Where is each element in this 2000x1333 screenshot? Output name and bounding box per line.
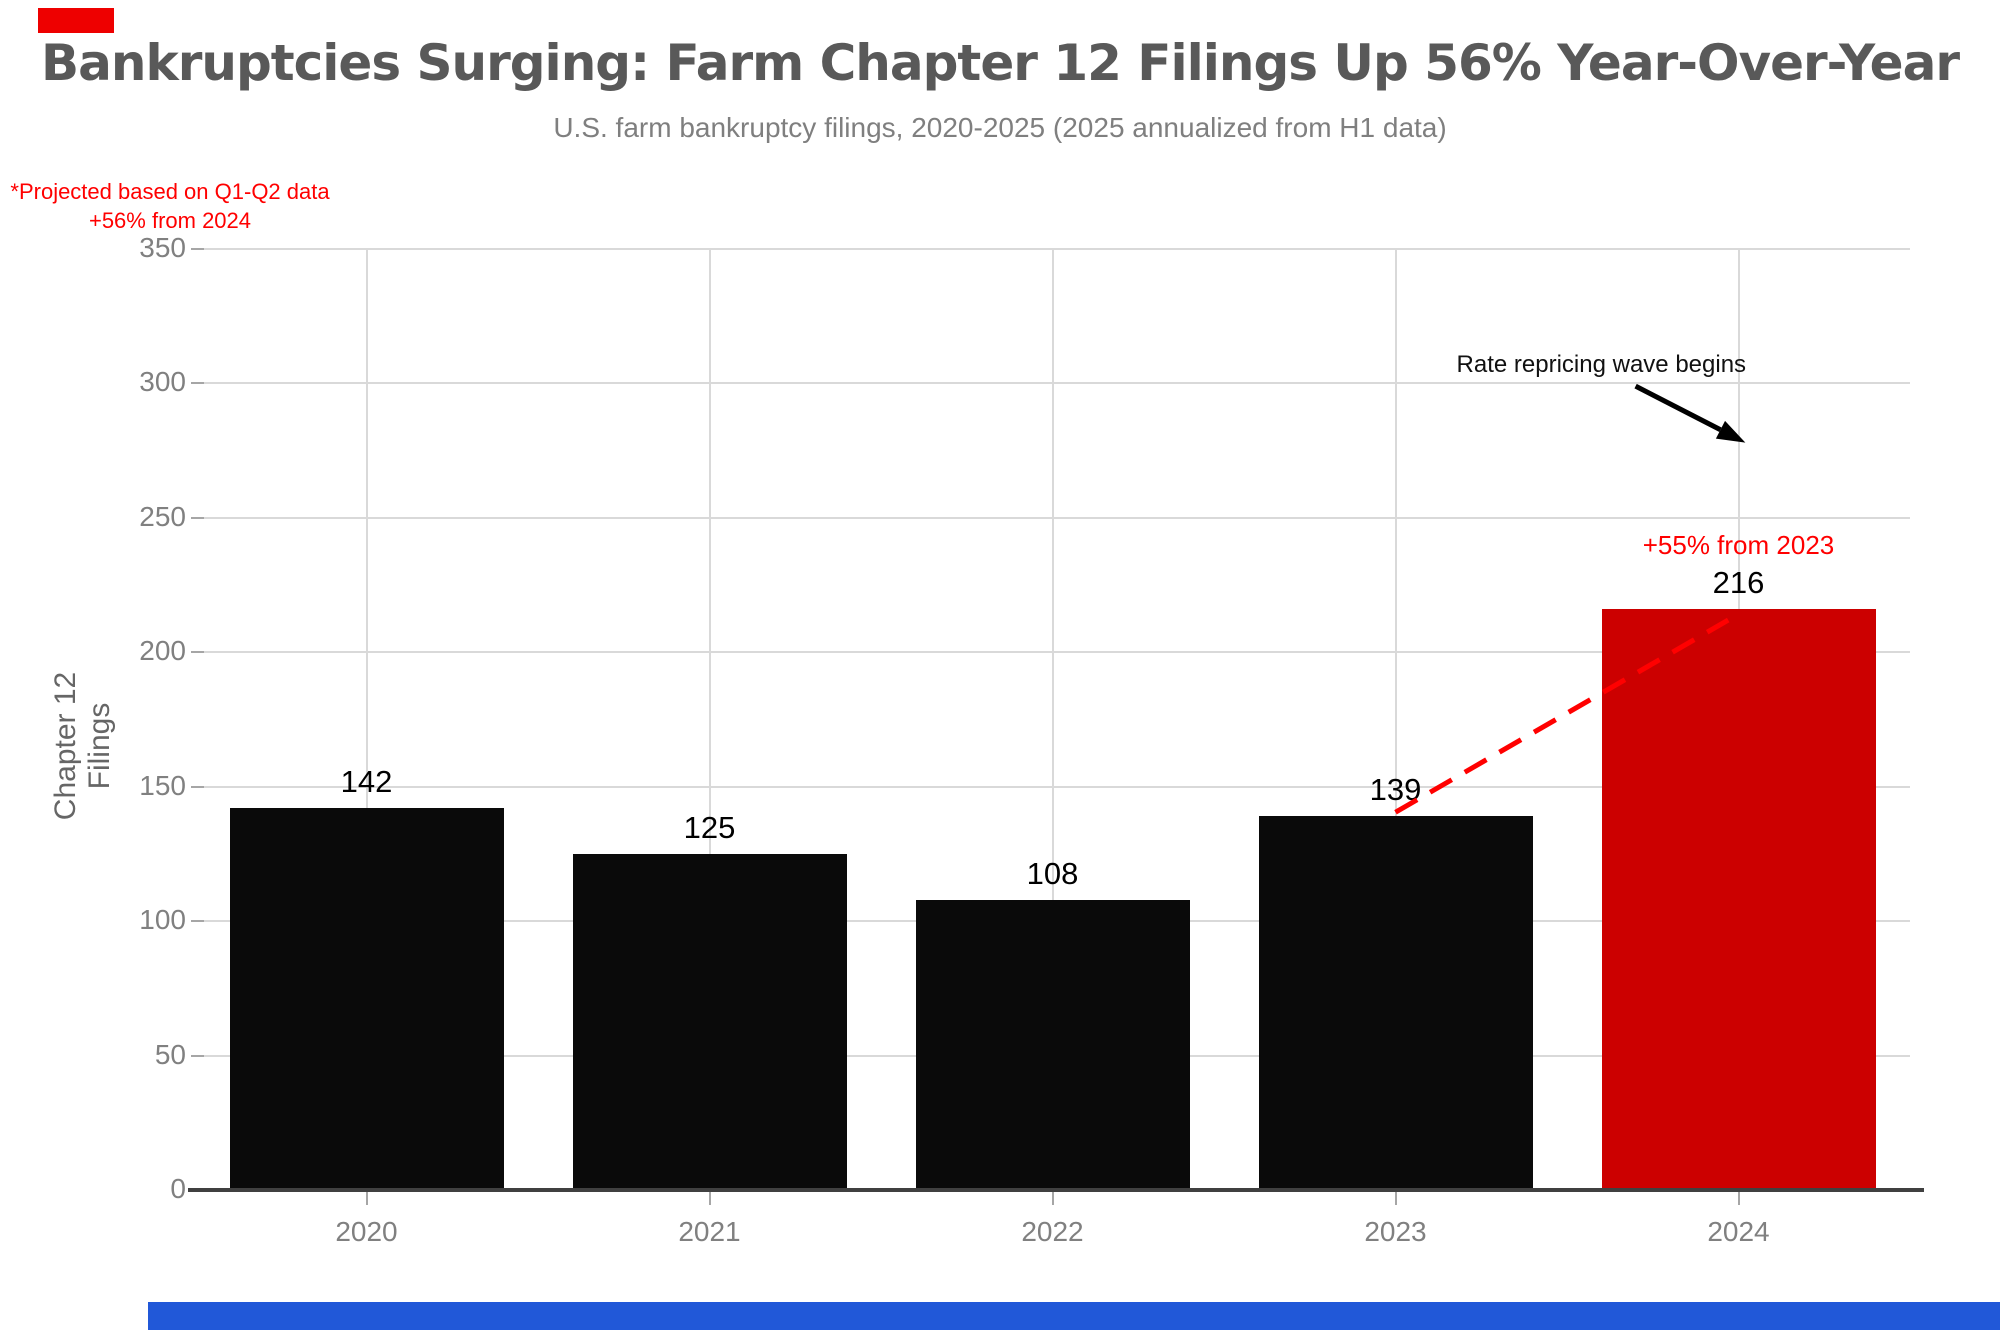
chart-title: Bankruptcies Surging: Farm Chapter 12 Fi… xyxy=(41,34,1960,92)
x-tick-mark-2020 xyxy=(365,1192,368,1205)
bar-value-label-2021: 125 xyxy=(683,809,736,845)
x-tick-mark-2021 xyxy=(708,1192,711,1205)
y-tick-mark-350 xyxy=(191,248,204,250)
bottom-blue-bar xyxy=(148,1302,2000,1330)
y-tick-mark-300 xyxy=(191,382,204,385)
bar-2021 xyxy=(572,853,847,1190)
x-tick-mark-2022 xyxy=(1051,1192,1054,1205)
y-tick-mark-100 xyxy=(191,920,204,923)
y-tick-label-350: 350 xyxy=(139,232,186,263)
chart-subtitle: U.S. farm bankruptcy filings, 2020-2025 … xyxy=(553,112,1447,143)
bar-value-label-2023: 139 xyxy=(1369,772,1422,808)
bar-2022 xyxy=(915,899,1190,1190)
corner-marker xyxy=(38,8,114,33)
bar-value-label-2024: 216 xyxy=(1712,565,1765,601)
plot-area: 142 125 108 139 216 xyxy=(195,248,1910,1190)
projection-note: *Projected based on Q1-Q2 data +56% from… xyxy=(0,177,340,235)
bar-2024 xyxy=(1601,609,1876,1190)
y-tick-label-200: 200 xyxy=(139,635,186,667)
x-tick-label-2020: 2020 xyxy=(335,1216,398,1247)
x-tick-label-2021: 2021 xyxy=(678,1216,741,1247)
gridline-x-2022 xyxy=(1051,249,1054,1190)
x-tick-mark-2024 xyxy=(1737,1192,1740,1205)
projection-note-line1: *Projected based on Q1-Q2 data xyxy=(10,179,330,204)
gridline-x-2020 xyxy=(365,249,368,1190)
bar-2020 xyxy=(229,808,504,1190)
x-tick-label-2024: 2024 xyxy=(1707,1216,1770,1247)
y-tick-mark-250 xyxy=(191,516,204,519)
x-tick-mark-2023 xyxy=(1394,1192,1397,1205)
bar-value-label-2022: 108 xyxy=(1026,855,1079,891)
y-tick-label-150: 150 xyxy=(139,769,186,801)
y-tick-label-100: 100 xyxy=(139,904,186,936)
rate-repricing-annotation: Rate repricing wave begins xyxy=(1456,351,1747,379)
y-tick-mark-150 xyxy=(191,785,204,788)
y-tick-mark-50 xyxy=(191,1054,204,1057)
gridline-x-2021 xyxy=(708,249,711,1190)
bar-2023 xyxy=(1258,816,1533,1190)
y-tick-label-300: 300 xyxy=(139,366,186,398)
y-tick-label-50: 50 xyxy=(154,1038,186,1070)
x-tick-label-2023: 2023 xyxy=(1364,1216,1427,1247)
x-axis-line xyxy=(188,1188,1924,1192)
y-tick-label-0: 0 xyxy=(170,1173,186,1204)
projection-note-line2: +56% from 2024 xyxy=(88,208,252,233)
bar-value-label-2020: 142 xyxy=(340,764,393,800)
x-tick-label-2022: 2022 xyxy=(1021,1216,1084,1247)
y-tick-label-250: 250 xyxy=(139,500,186,532)
y-tick-mark-200 xyxy=(191,651,204,654)
pct-from-2023-annotation: +55% from 2023 xyxy=(1642,529,1835,560)
